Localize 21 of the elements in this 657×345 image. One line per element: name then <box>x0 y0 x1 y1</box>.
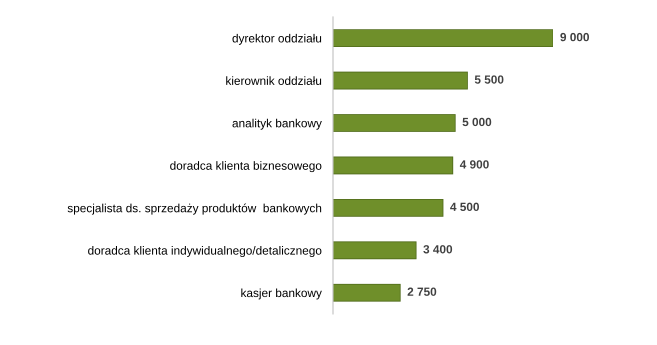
y-tick-label: doradca klienta indywidualnego/detalicznego <box>88 246 322 258</box>
data-label: 2 750 <box>408 288 436 296</box>
y-tick-label: analityk bankowy <box>232 118 322 130</box>
bar <box>333 114 456 132</box>
y-tick-label: doradca klienta biznesowego <box>170 161 322 172</box>
y-tick-label: kierownik oddziału <box>226 76 322 85</box>
bar <box>333 284 401 302</box>
data-label: 4 900 <box>460 160 489 169</box>
data-label: 9 000 <box>560 32 590 42</box>
data-label: 4 500 <box>450 202 480 212</box>
bar <box>333 72 468 90</box>
bar <box>333 29 553 48</box>
y-tick-label: dyrektor oddziału <box>232 34 322 45</box>
y-tick-label: specjalista ds. sprzedaży produktów bankowych <box>68 204 322 215</box>
bar <box>333 156 454 174</box>
data-label: 3 400 <box>423 245 452 254</box>
y-tick-label: kasjer bankowy <box>241 288 322 300</box>
bar <box>333 241 417 260</box>
data-label: 5 000 <box>462 118 492 126</box>
data-label: 5 500 <box>474 75 504 84</box>
bar <box>333 198 444 217</box>
